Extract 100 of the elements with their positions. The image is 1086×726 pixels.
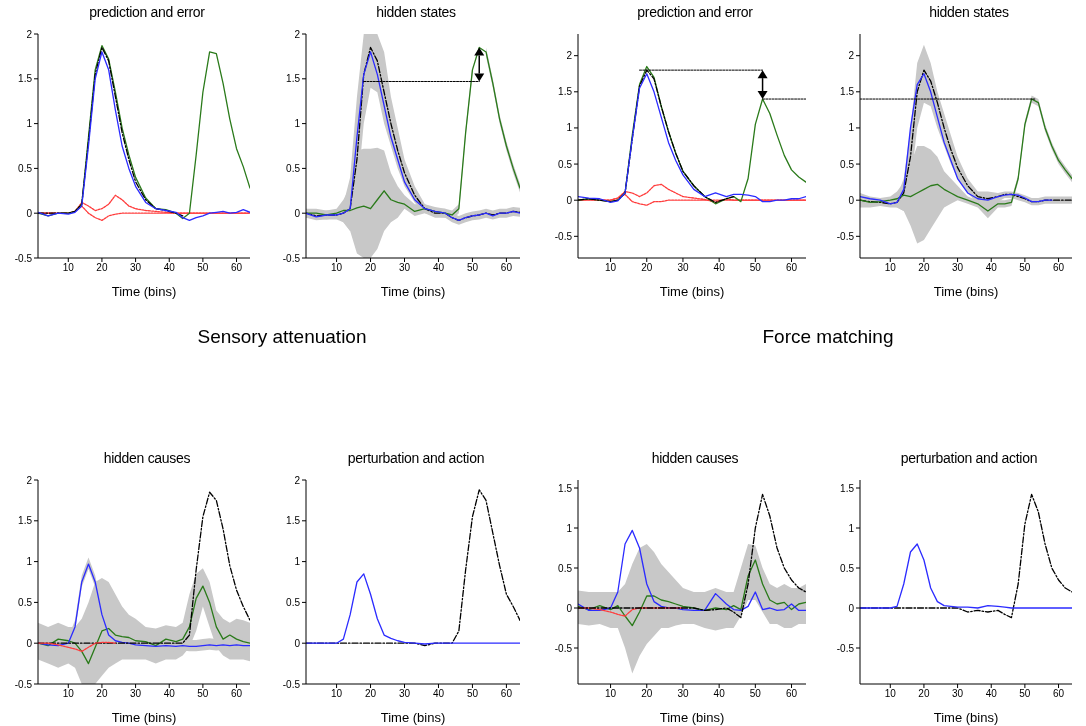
- x-tick-label: 60: [785, 262, 798, 274]
- x-tick-label: 60: [500, 262, 513, 274]
- y-tick-label: 1: [566, 122, 573, 134]
- y-tick-label: 0.5: [286, 162, 301, 174]
- x-tick-label: 20: [96, 688, 108, 700]
- x-tick-label: 30: [398, 262, 411, 274]
- chart-title: hidden causes: [102, 449, 192, 468]
- x-tick-label: 10: [884, 262, 897, 274]
- y-tick-label: 1.5: [286, 515, 301, 527]
- y-tick-label: 0: [848, 602, 855, 614]
- x-tick-label: 10: [605, 688, 617, 700]
- x-tick-label: 20: [918, 688, 930, 700]
- y-tick-label: 2: [848, 50, 855, 62]
- y-tick-label: -0.5: [836, 642, 855, 654]
- y-tick-label: 0.5: [558, 158, 573, 170]
- x-tick-label: 30: [952, 262, 964, 274]
- x-axis-title: Time (bins): [933, 710, 999, 725]
- chart-title: hidden states: [375, 3, 457, 22]
- x-tick-label: 50: [466, 688, 479, 700]
- text: Sensory attenuation: [196, 326, 368, 348]
- y-tick-label: 2: [566, 50, 573, 62]
- x-tick-label: 30: [677, 688, 689, 700]
- y-tick-label: 0: [566, 194, 573, 206]
- y-tick-label: 2: [26, 28, 33, 40]
- x-tick-label: 30: [677, 262, 689, 274]
- y-tick-label: 0: [26, 637, 33, 649]
- y-tick-label: 1: [294, 118, 301, 130]
- x-axis-title: Time (bins): [380, 710, 446, 725]
- y-tick-label: 1.5: [558, 482, 573, 494]
- x-tick-label: 20: [641, 262, 653, 274]
- y-tick-label: 1: [848, 522, 855, 534]
- x-tick-label: 40: [163, 262, 176, 274]
- x-tick-label: 50: [749, 688, 762, 700]
- y-tick-label: 1.5: [840, 86, 855, 98]
- y-tick-label: -0.5: [14, 678, 33, 690]
- x-tick-label: 40: [985, 688, 998, 700]
- y-tick-label: -0.5: [554, 230, 573, 242]
- x-tick-label: 50: [1019, 688, 1031, 700]
- x-tick-label: 40: [163, 688, 176, 700]
- y-tick-label: 0: [848, 194, 855, 206]
- chart-title: perturbation and action: [899, 449, 1039, 468]
- y-tick-label: 1.5: [18, 73, 33, 85]
- x-tick-label: 50: [466, 262, 479, 274]
- y-tick-label: -0.5: [282, 252, 301, 264]
- x-tick-label: 10: [605, 262, 617, 274]
- y-tick-label: 0.5: [558, 562, 573, 574]
- x-tick-label: 10: [62, 262, 75, 274]
- x-tick-label: 30: [130, 262, 142, 274]
- chart-title: prediction and error: [88, 3, 206, 22]
- y-tick-label: 1.5: [840, 482, 855, 494]
- x-tick-label: 30: [952, 688, 964, 700]
- x-tick-label: 60: [230, 688, 243, 700]
- y-tick-label: 1.5: [558, 86, 573, 98]
- x-tick-label: 40: [713, 262, 726, 274]
- y-tick-label: 1: [294, 556, 301, 568]
- x-tick-label: 30: [398, 688, 411, 700]
- x-axis-title: Time (bins): [380, 284, 446, 299]
- x-tick-label: 50: [1019, 262, 1031, 274]
- chart-title: prediction and error: [636, 3, 754, 22]
- y-tick-label: 0.5: [840, 158, 855, 170]
- x-axis-title: Time (bins): [933, 284, 999, 299]
- x-tick-label: 40: [713, 688, 726, 700]
- y-tick-label: 2: [294, 474, 301, 486]
- y-tick-label: 0.5: [18, 596, 33, 608]
- x-tick-label: 10: [331, 688, 343, 700]
- y-tick-label: 1.5: [18, 515, 33, 527]
- y-tick-label: 0.5: [840, 562, 855, 574]
- y-tick-label: -0.5: [836, 230, 855, 242]
- x-tick-label: 30: [130, 688, 142, 700]
- x-tick-label: 60: [1052, 262, 1065, 274]
- y-tick-label: 1: [26, 556, 33, 568]
- x-tick-label: 40: [432, 688, 445, 700]
- x-tick-label: 20: [918, 262, 930, 274]
- y-tick-label: 0: [26, 207, 33, 219]
- x-tick-label: 10: [884, 688, 897, 700]
- x-tick-label: 50: [749, 262, 762, 274]
- y-tick-label: -0.5: [554, 642, 573, 654]
- y-tick-label: 1: [566, 522, 573, 534]
- y-tick-label: 1: [848, 122, 855, 134]
- x-tick-label: 20: [364, 688, 377, 700]
- x-tick-label: 20: [96, 262, 108, 274]
- y-tick-label: 2: [26, 474, 33, 486]
- x-tick-label: 10: [331, 262, 343, 274]
- x-axis-title: Time (bins): [659, 284, 725, 299]
- x-tick-label: 50: [197, 262, 209, 274]
- x-tick-label: 60: [230, 262, 243, 274]
- x-tick-label: 50: [197, 688, 209, 700]
- chart-title: perturbation and action: [346, 449, 486, 468]
- x-axis-title: Time (bins): [111, 710, 177, 725]
- y-tick-label: 0: [294, 637, 301, 649]
- x-tick-label: 40: [985, 262, 998, 274]
- chart-title: hidden states: [928, 3, 1010, 22]
- x-tick-label: 60: [1052, 688, 1065, 700]
- x-axis-title: Time (bins): [111, 284, 177, 299]
- x-tick-label: 60: [500, 688, 513, 700]
- x-tick-label: 20: [641, 688, 653, 700]
- y-tick-label: 1: [26, 118, 33, 130]
- y-tick-label: 0: [294, 207, 301, 219]
- y-tick-label: 0: [566, 602, 573, 614]
- y-tick-label: 2: [294, 28, 301, 40]
